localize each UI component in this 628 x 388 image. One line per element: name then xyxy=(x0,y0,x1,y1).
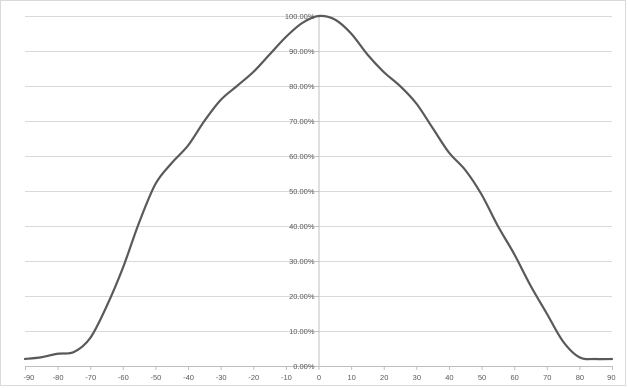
data-point-0-4 xyxy=(89,337,91,339)
data-point-0-11 xyxy=(203,120,205,122)
data-point-0-8 xyxy=(154,183,156,185)
y-tick-label-10: 100.00% xyxy=(285,12,315,21)
data-point-0-26 xyxy=(448,151,450,153)
x-tick-label-11: 20 xyxy=(380,373,388,382)
y-tick-label-3: 30.00% xyxy=(289,257,315,266)
data-point-0-28 xyxy=(480,193,482,195)
data-point-0-14 xyxy=(252,71,254,73)
x-tick-label-6: -30 xyxy=(216,373,227,382)
data-point-0-16 xyxy=(285,36,287,38)
data-point-0-19 xyxy=(334,18,336,20)
x-tick-label-17: 80 xyxy=(576,373,584,382)
y-tick-label-5: 50.00% xyxy=(289,187,315,196)
x-tick-label-13: 40 xyxy=(445,373,453,382)
x-tick-label-3: -60 xyxy=(118,373,129,382)
data-point-0-35 xyxy=(594,358,596,360)
data-point-0-22 xyxy=(383,71,385,73)
x-tick-label-5: -40 xyxy=(183,373,194,382)
data-point-0-13 xyxy=(236,85,238,87)
data-point-0-31 xyxy=(529,284,531,286)
x-tick-label-1: -80 xyxy=(53,373,64,382)
x-tick-label-10: 10 xyxy=(347,373,355,382)
y-tick-label-8: 80.00% xyxy=(289,82,315,91)
data-point-0-9 xyxy=(171,162,173,164)
x-tick-label-0: -90 xyxy=(24,373,35,382)
x-tick-label-15: 60 xyxy=(510,373,518,382)
data-point-0-15 xyxy=(268,53,270,55)
data-point-0-34 xyxy=(578,356,580,358)
data-point-0-21 xyxy=(366,53,368,55)
y-tick-label-0: 0.00% xyxy=(293,362,315,371)
x-tick-label-9: 0 xyxy=(317,373,321,382)
data-point-0-1 xyxy=(40,356,42,358)
series-line-0 xyxy=(23,14,614,361)
y-tick-label-2: 20.00% xyxy=(289,292,315,301)
data-point-0-7 xyxy=(138,221,140,223)
data-point-0-5 xyxy=(105,305,107,307)
data-point-0-18 xyxy=(317,15,319,17)
data-point-0-23 xyxy=(399,85,401,87)
data-point-0-27 xyxy=(464,169,466,171)
data-point-0-33 xyxy=(562,340,564,342)
x-tick-label-7: -20 xyxy=(248,373,259,382)
data-point-0-2 xyxy=(56,353,58,355)
x-tick-label-18: 90 xyxy=(607,373,615,382)
data-point-0-20 xyxy=(350,32,352,34)
y-tick-label-4: 40.00% xyxy=(289,222,315,231)
data-point-0-17 xyxy=(301,22,303,24)
data-point-0-6 xyxy=(122,267,124,269)
x-tick-label-4: -50 xyxy=(151,373,162,382)
y-tick-label-9: 90.00% xyxy=(289,47,315,56)
x-tick-label-12: 30 xyxy=(413,373,421,382)
data-point-0-12 xyxy=(219,99,221,101)
y-tick-label-1: 10.00% xyxy=(289,327,315,336)
data-point-0-0 xyxy=(24,358,26,360)
data-point-0-25 xyxy=(431,127,433,129)
data-point-0-32 xyxy=(546,312,548,314)
data-point-0-24 xyxy=(415,102,417,104)
y-tick-label-6: 60.00% xyxy=(289,152,315,161)
data-point-0-30 xyxy=(513,253,515,255)
data-point-0-3 xyxy=(73,351,75,353)
x-tick-label-14: 50 xyxy=(478,373,486,382)
x-tick-label-2: -70 xyxy=(85,373,96,382)
x-tick-label-8: -10 xyxy=(281,373,292,382)
data-point-0-36 xyxy=(611,358,613,360)
x-tick-label-16: 70 xyxy=(543,373,551,382)
data-point-0-29 xyxy=(497,225,499,227)
data-point-0-10 xyxy=(187,144,189,146)
y-tick-label-7: 70.00% xyxy=(289,117,315,126)
